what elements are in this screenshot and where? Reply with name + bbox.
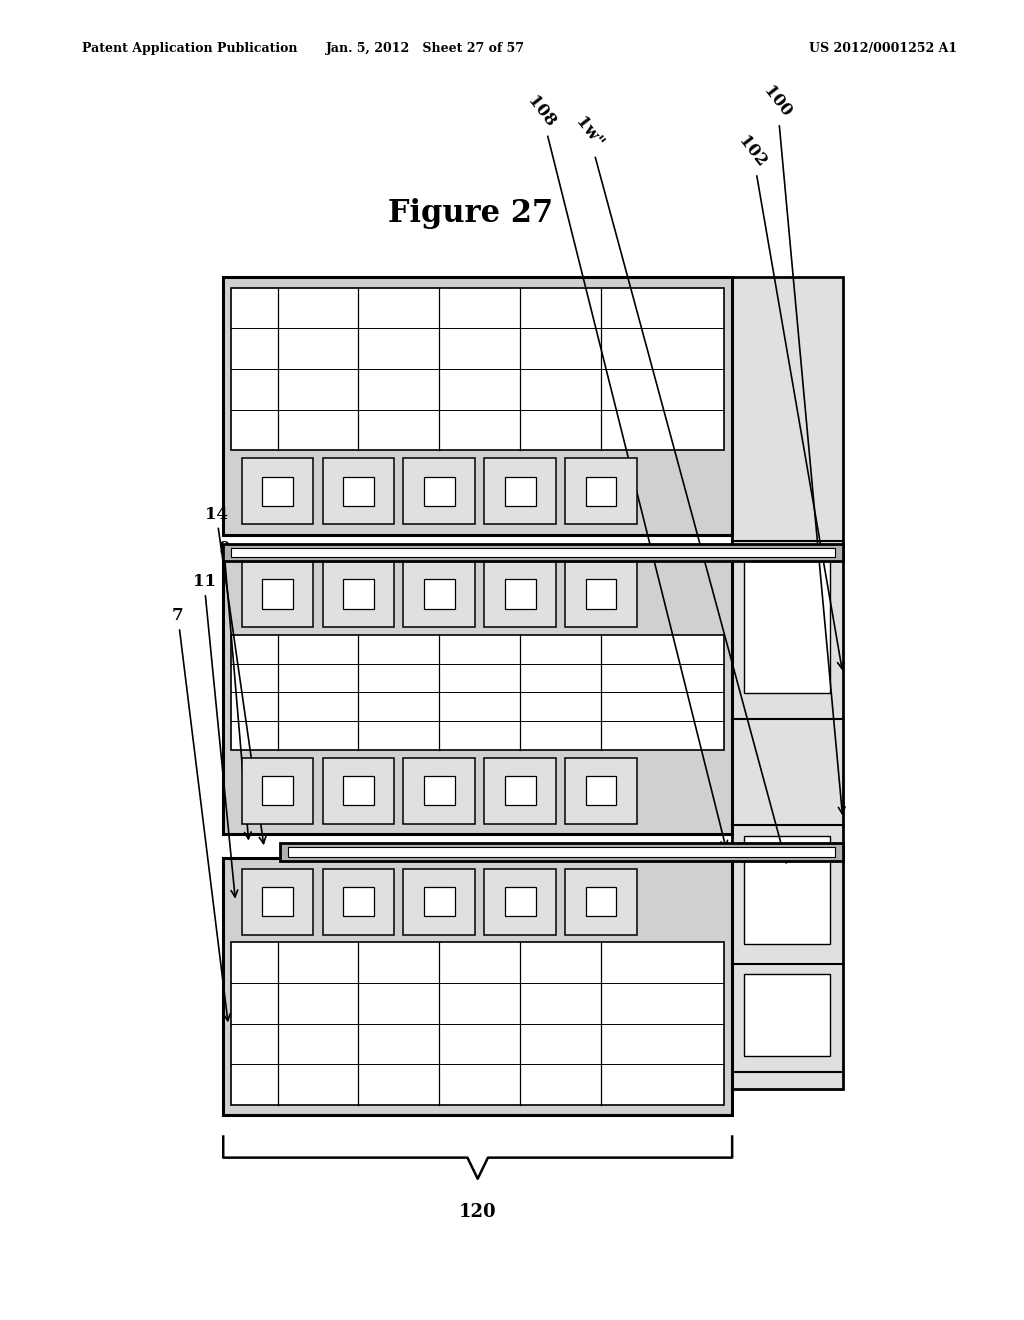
Bar	[424, 477, 455, 506]
Bar	[744, 548, 830, 693]
Bar	[484, 561, 556, 627]
Bar	[343, 776, 374, 805]
Bar	[484, 758, 556, 824]
Bar	[242, 458, 313, 524]
Bar	[403, 758, 475, 824]
Bar	[262, 887, 293, 916]
Text: 9: 9	[218, 540, 251, 838]
Bar	[231, 635, 724, 750]
Bar	[231, 288, 724, 450]
Bar	[505, 477, 536, 506]
Bar	[242, 758, 313, 824]
Bar	[586, 887, 616, 916]
Text: 108: 108	[524, 92, 727, 847]
Bar	[565, 758, 637, 824]
Bar	[223, 544, 843, 561]
Text: Patent Application Publication: Patent Application Publication	[82, 42, 297, 55]
Bar	[323, 458, 394, 524]
Bar	[323, 869, 394, 935]
Bar	[223, 277, 732, 535]
Bar	[744, 974, 830, 1056]
Bar	[242, 869, 313, 935]
Bar	[744, 836, 830, 944]
Text: Figure 27: Figure 27	[388, 198, 554, 230]
Text: 120: 120	[459, 1203, 497, 1221]
Bar	[288, 847, 835, 857]
Bar	[242, 561, 313, 627]
Bar	[262, 776, 293, 805]
Bar	[586, 776, 616, 805]
Text: US 2012/0001252 A1: US 2012/0001252 A1	[809, 42, 957, 55]
Bar	[403, 458, 475, 524]
Bar	[505, 776, 536, 805]
Bar	[343, 579, 374, 609]
Bar	[586, 477, 616, 506]
Bar	[231, 942, 724, 1105]
Bar	[565, 561, 637, 627]
Bar	[484, 869, 556, 935]
Bar	[565, 458, 637, 524]
Bar	[262, 579, 293, 609]
Bar	[732, 277, 843, 1089]
Bar	[565, 869, 637, 935]
Text: 100: 100	[760, 83, 845, 813]
Bar	[323, 758, 394, 824]
Text: 14: 14	[205, 506, 266, 843]
Text: Jan. 5, 2012   Sheet 27 of 57: Jan. 5, 2012 Sheet 27 of 57	[326, 42, 524, 55]
Bar	[424, 579, 455, 609]
Text: 102: 102	[735, 132, 844, 669]
Bar	[262, 477, 293, 506]
Text: 7: 7	[172, 607, 230, 1020]
Bar	[586, 579, 616, 609]
Bar	[343, 477, 374, 506]
Bar	[505, 579, 536, 609]
Bar	[323, 561, 394, 627]
Bar	[343, 887, 374, 916]
Bar	[403, 561, 475, 627]
Bar	[424, 776, 455, 805]
Text: 11: 11	[193, 573, 238, 896]
Bar	[484, 458, 556, 524]
Bar	[223, 858, 732, 1115]
Bar	[223, 550, 732, 834]
Bar	[424, 887, 455, 916]
Text: 1w": 1w"	[571, 115, 787, 863]
Bar	[231, 548, 835, 557]
Bar	[280, 843, 843, 861]
Bar	[403, 869, 475, 935]
Bar	[505, 887, 536, 916]
